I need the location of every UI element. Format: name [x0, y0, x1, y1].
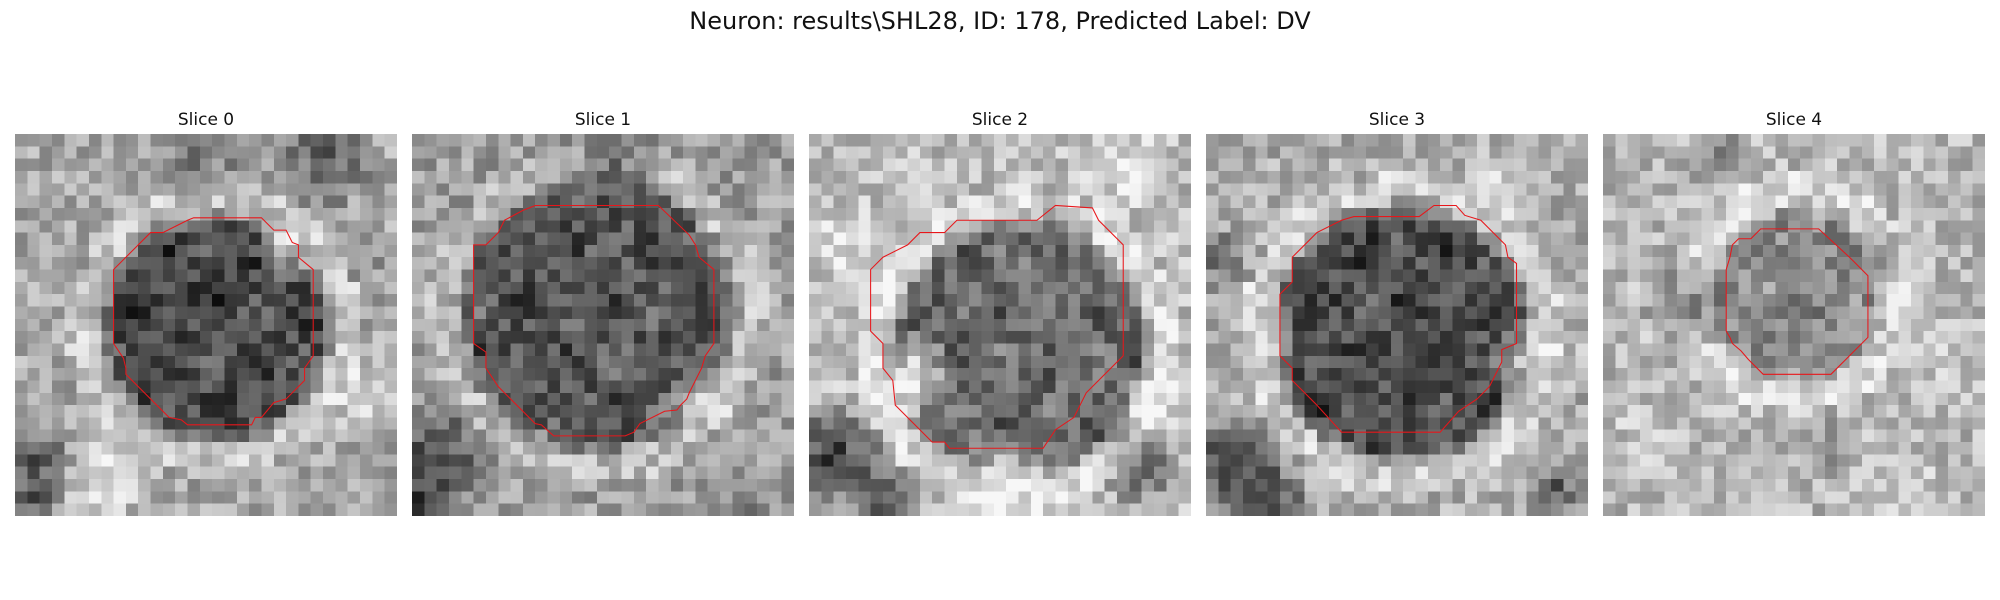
slice-image — [1206, 134, 1588, 516]
pixel-grid — [15, 134, 397, 516]
cell-outline — [1725, 228, 1869, 375]
slice-panel: Slice 1 — [412, 110, 794, 520]
slice-panel: Slice 0 — [15, 110, 397, 520]
slice-panel: Slice 2 — [809, 110, 1191, 520]
pixel-grid — [412, 134, 794, 516]
slice-image — [412, 134, 794, 516]
slice-title: Slice 1 — [574, 110, 632, 130]
slice-title: Slice 3 — [1368, 110, 1426, 130]
slice-panel: Slice 4 — [1603, 110, 1985, 520]
slice-image — [15, 134, 397, 516]
slice-image — [1603, 134, 1985, 516]
slice-title: Slice 2 — [971, 110, 1029, 130]
slice-title: Slice 4 — [1765, 110, 1823, 130]
figure-title: Neuron: results\SHL28, ID: 178, Predicte… — [689, 7, 1311, 35]
cell-outline — [113, 217, 314, 426]
pixel-grid — [1206, 134, 1588, 516]
cell-outline — [1279, 204, 1518, 433]
slice-image — [809, 134, 1191, 516]
slice-title: Slice 0 — [177, 110, 235, 130]
cell-outline — [870, 204, 1124, 449]
slice-panel: Slice 3 — [1206, 110, 1588, 520]
pixel-grid — [1603, 134, 1985, 516]
pixel-grid — [809, 134, 1191, 516]
cell-outline — [473, 204, 715, 437]
